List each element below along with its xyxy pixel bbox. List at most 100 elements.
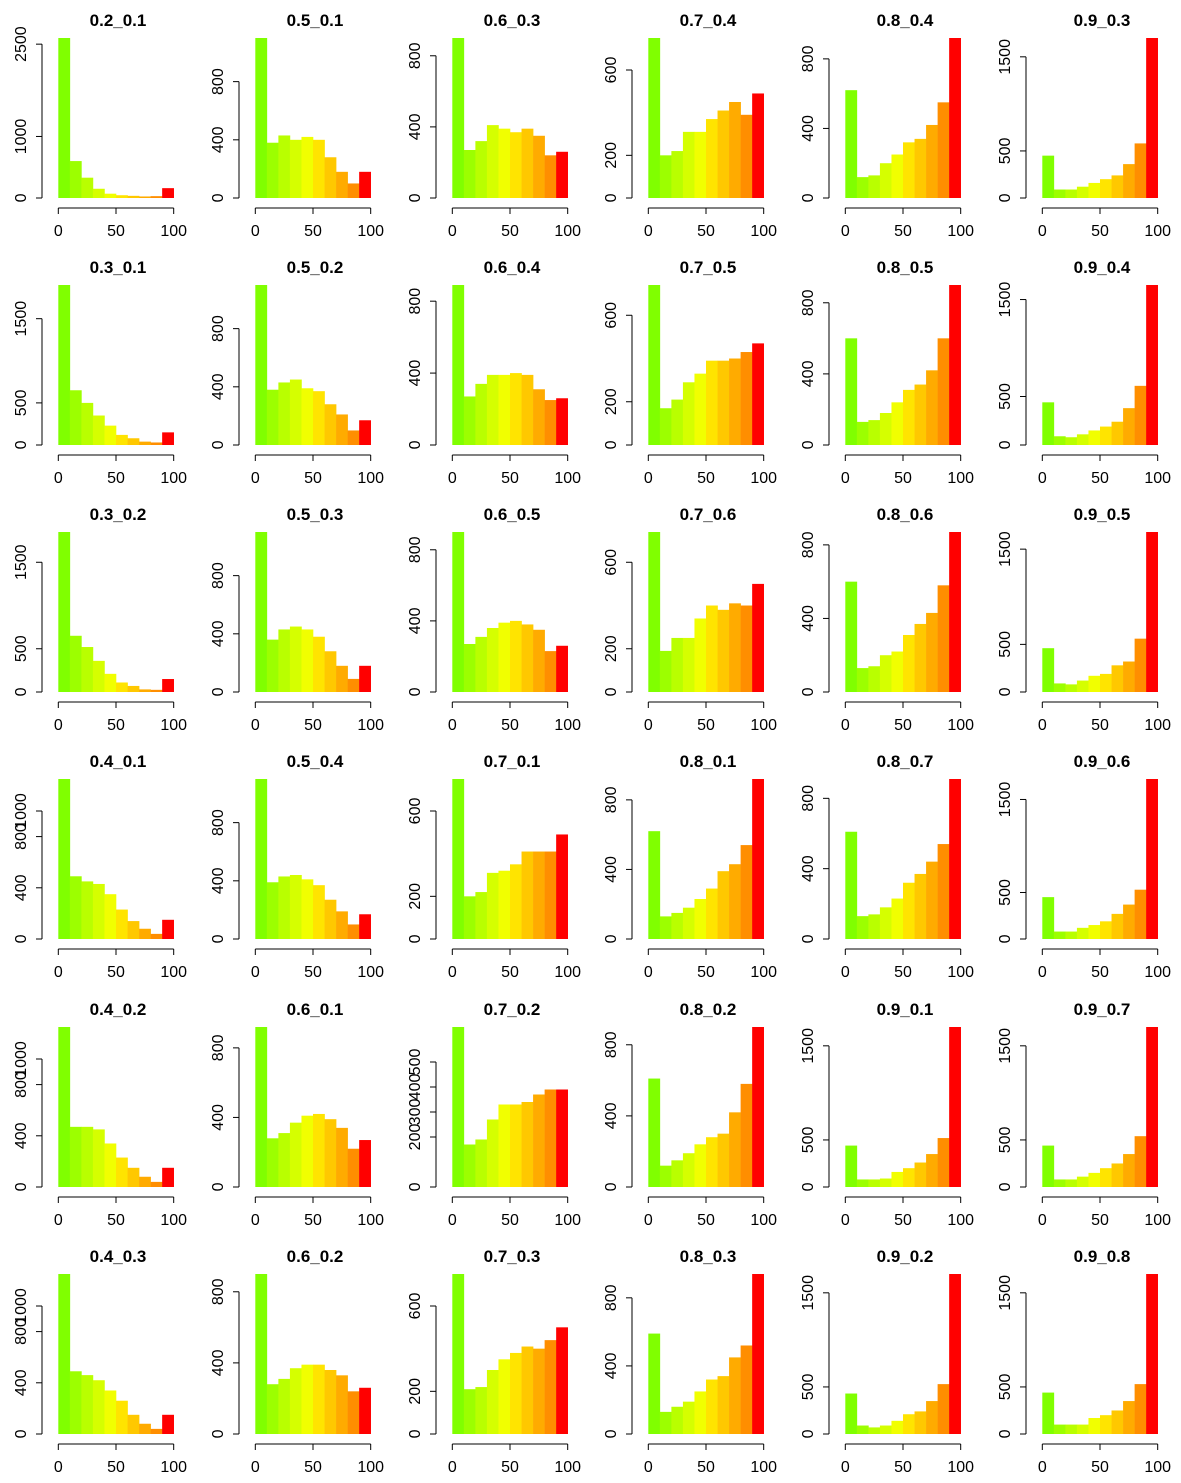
y-tick-label: 0 [210, 193, 227, 202]
y-tick-label: 1500 [997, 532, 1014, 568]
histogram-bar [58, 285, 71, 446]
histogram-bar [544, 1089, 557, 1187]
x-tick-label: 0 [54, 1459, 63, 1476]
x-tick-label: 0 [54, 717, 63, 734]
histogram-bar [926, 370, 939, 446]
histogram-bar [694, 899, 707, 940]
histogram-bar [150, 442, 163, 446]
histogram-bar [486, 873, 499, 940]
x-tick-label: 0 [1038, 717, 1047, 734]
histogram-bar [1146, 1273, 1159, 1434]
histogram-bar [1111, 665, 1124, 693]
histogram-panel: 0.2_0.1 0 1000 2500 0 50 100 [0, 0, 197, 247]
histogram-bar [949, 285, 962, 446]
y-tick-label: 800 [800, 289, 817, 316]
panel-title: 0.9_0.2 [877, 1247, 934, 1266]
histogram-bar [949, 37, 962, 198]
y-tick-label: 0 [407, 1429, 424, 1438]
histogram-bar [718, 110, 730, 198]
y-tick-label: 400 [210, 374, 227, 401]
histogram-svg: 0.9_0.7 0 500 1500 0 50 100 [997, 1000, 1171, 1229]
histogram-panel: 0.8_0.7 0 400 800 0 50 100 [787, 741, 984, 988]
histogram-bar [92, 884, 105, 940]
y-tick-label: 500 [800, 1126, 817, 1153]
y-tick-label: 0 [13, 441, 30, 450]
y-tick-label: 1000 [13, 1288, 30, 1324]
histogram-svg: 0.3_0.1 0 500 1500 0 50 100 [13, 258, 187, 487]
histogram-bar [1065, 1179, 1078, 1187]
histogram-bar [255, 1026, 267, 1187]
x-tick-label: 0 [1038, 1212, 1047, 1229]
histogram-bar [104, 674, 117, 693]
histogram-bar [266, 639, 279, 693]
x-tick-label: 100 [160, 223, 187, 240]
histogram-svg: 0.8_0.6 0 400 800 0 50 100 [800, 505, 974, 734]
y-tick-label: 600 [603, 302, 620, 329]
histogram-bar [475, 384, 487, 446]
panel-title: 0.7_0.4 [680, 11, 737, 30]
histogram-panel: 0.5_0.2 0 400 800 0 50 100 [197, 247, 394, 494]
histogram-bar [69, 1371, 82, 1434]
x-tick-label: 100 [1144, 470, 1171, 487]
panel-title: 0.8_0.2 [680, 1000, 737, 1019]
panel-title: 0.9_0.7 [1074, 1000, 1131, 1019]
histogram-bar [312, 139, 325, 198]
histogram-bar [521, 375, 534, 446]
histogram-bar [1123, 661, 1136, 693]
histogram-bar [1053, 932, 1066, 940]
x-tick-label: 0 [251, 1212, 260, 1229]
histogram-svg: 0.6_0.3 0 400 800 0 50 100 [407, 11, 581, 240]
y-tick-label: 0 [407, 1182, 424, 1191]
histogram-bar [475, 1139, 487, 1187]
y-tick-label: 500 [800, 1373, 817, 1400]
y-tick-label: 200 [603, 636, 620, 663]
x-tick-label: 100 [1144, 223, 1171, 240]
histogram-bar [58, 37, 71, 198]
y-tick-label: 0 [13, 1182, 30, 1191]
y-tick-label: 0 [800, 1429, 817, 1438]
histogram-bar [115, 1157, 128, 1187]
x-tick-label: 0 [251, 717, 260, 734]
histogram-bar [671, 913, 684, 940]
panel-title: 0.9_0.6 [1074, 752, 1131, 771]
histogram-bar [718, 1133, 730, 1187]
y-tick-label: 400 [800, 856, 817, 883]
panel-title: 0.6_0.5 [483, 505, 540, 524]
histogram-bar [115, 195, 128, 198]
panel-title: 0.6_0.3 [483, 11, 540, 30]
y-tick-label: 400 [210, 1349, 227, 1376]
histogram-bar [729, 1357, 742, 1434]
histogram-bar [335, 1127, 348, 1187]
y-tick-label: 0 [13, 193, 30, 202]
histogram-bar [81, 177, 94, 198]
histogram-bar [498, 375, 510, 446]
histogram-panel: 0.9_0.7 0 500 1500 0 50 100 [984, 989, 1181, 1236]
panel-title: 0.9_0.1 [877, 1000, 934, 1019]
histogram-bar [544, 155, 557, 198]
histogram-bar [162, 1414, 174, 1434]
histogram-bar [278, 876, 291, 940]
panel-title: 0.9_0.8 [1074, 1247, 1131, 1266]
y-tick-label: 0 [997, 688, 1014, 697]
panel-title: 0.6_0.2 [286, 1247, 343, 1266]
histogram-bar [486, 125, 499, 198]
histogram-svg: 0.7_0.4 0 200 600 0 50 100 [603, 11, 777, 240]
histogram-svg: 0.8_0.3 0 400 800 0 50 100 [603, 1247, 777, 1476]
y-tick-label: 600 [603, 549, 620, 576]
y-tick-label: 400 [603, 1352, 620, 1379]
y-tick-label: 600 [407, 1292, 424, 1319]
histogram-bar [729, 358, 742, 446]
histogram-svg: 0.9_0.4 0 500 1500 0 50 100 [997, 258, 1171, 487]
histogram-bar [683, 131, 696, 198]
histogram-bar [312, 391, 325, 446]
x-tick-label: 50 [1091, 964, 1109, 981]
y-tick-label: 500 [997, 1126, 1014, 1153]
x-tick-label: 100 [160, 470, 187, 487]
panel-title: 0.8_0.7 [877, 752, 934, 771]
y-tick-label: 2500 [13, 26, 30, 62]
x-tick-label: 0 [644, 1459, 653, 1476]
x-tick-label: 50 [304, 223, 322, 240]
histogram-bar [289, 875, 302, 940]
histogram-panel: 0.5_0.4 0 400 800 0 50 100 [197, 741, 394, 988]
histogram-bar [1077, 680, 1089, 693]
